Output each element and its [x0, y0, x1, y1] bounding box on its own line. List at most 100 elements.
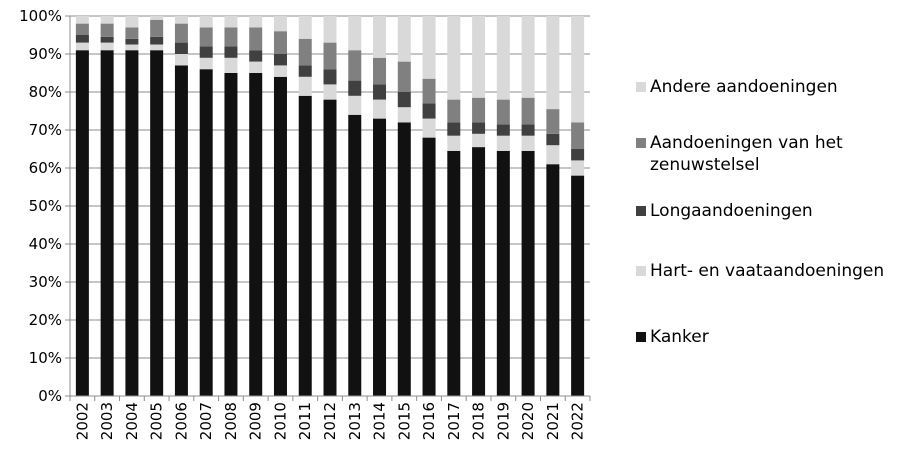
y-tick-labels: 0% 10% 20% 30% 40% 50% 60% 70% 80% 90% 100% [19, 7, 62, 405]
bar-segment-aandoeningen-van-het-zenuwstelsel-2022 [571, 122, 585, 149]
legend-label: Aandoeningen van het zenuwstelsel [650, 133, 843, 175]
bar-segment-longaandoeningen-2015 [397, 92, 411, 108]
bar-segment-andere-aandoeningen-2007 [199, 16, 213, 28]
bar-segment-andere-aandoeningen-2022 [571, 16, 585, 123]
bar-segment-andere-aandoeningen-2006 [174, 16, 188, 24]
x-tick-label: 2012 [321, 402, 339, 440]
bar-segment-longaandoeningen-2005 [150, 36, 164, 45]
bar-segment-aandoeningen-van-het-zenuwstelsel-2008 [224, 27, 238, 47]
bar-segment-aandoeningen-van-het-zenuwstelsel-2004 [125, 27, 139, 39]
bar-segment-hart-en-vaataandoeningen-2020 [521, 135, 535, 151]
x-tick-label: 2007 [197, 402, 215, 440]
bar-segment-hart-en-vaataandoeningen-2016 [422, 118, 436, 138]
bar-segment-hart-en-vaataandoeningen-2003 [100, 42, 114, 51]
bar-segment-hart-en-vaataandoeningen-2004 [125, 44, 139, 51]
bar-segment-andere-aandoeningen-2010 [273, 16, 287, 32]
bar-segment-longaandoeningen-2012 [323, 69, 337, 85]
bar-segment-hart-en-vaataandoeningen-2015 [397, 107, 411, 123]
bar-segment-longaandoeningen-2016 [422, 103, 436, 119]
x-tick-label: 2003 [98, 402, 116, 440]
bar-segment-hart-en-vaataandoeningen-2019 [496, 135, 510, 151]
y-tick-label: 30% [29, 273, 62, 291]
x-tick-label: 2015 [395, 402, 413, 440]
bars [75, 16, 585, 397]
legend-swatch-icon [636, 82, 646, 92]
bar-segment-longaandoeningen-2014 [373, 84, 387, 100]
x-tick-label: 2005 [148, 402, 166, 440]
x-tick-label: 2011 [296, 402, 314, 440]
legend-swatch-icon [636, 266, 646, 276]
axes [69, 16, 591, 401]
bar-segment-aandoeningen-van-het-zenuwstelsel-2016 [422, 78, 436, 104]
x-tick-label: 2006 [172, 402, 190, 440]
bar-segment-longaandoeningen-2008 [224, 46, 238, 58]
bar-segment-kanker-2004 [125, 50, 139, 396]
bar-segment-aandoeningen-van-het-zenuwstelsel-2010 [273, 31, 287, 54]
x-tick-label: 2014 [371, 402, 389, 440]
bar-segment-andere-aandoeningen-2013 [348, 16, 362, 51]
bar-segment-longaandoeningen-2018 [472, 122, 486, 134]
bar-segment-longaandoeningen-2013 [348, 80, 362, 96]
bar-segment-aandoeningen-van-het-zenuwstelsel-2005 [150, 19, 164, 37]
y-tick-label: 0% [38, 387, 62, 405]
bar-segment-kanker-2009 [249, 73, 263, 396]
bar-segment-longaandoeningen-2004 [125, 38, 139, 45]
legend-item: Hart- en vaataandoeningen [636, 260, 884, 282]
bar-segment-andere-aandoeningen-2014 [373, 16, 387, 58]
x-tick-label: 2016 [420, 402, 438, 440]
bar-segment-hart-en-vaataandoeningen-2005 [150, 44, 164, 51]
bar-segment-longaandoeningen-2011 [298, 65, 312, 77]
bar-segment-andere-aandoeningen-2004 [125, 16, 139, 28]
bar-segment-hart-en-vaataandoeningen-2007 [199, 57, 213, 70]
x-tick-label: 2018 [470, 402, 488, 440]
bar-segment-kanker-2021 [546, 164, 560, 396]
bar-segment-andere-aandoeningen-2021 [546, 16, 560, 110]
x-tick-label: 2020 [519, 402, 537, 440]
bar-segment-hart-en-vaataandoeningen-2017 [447, 135, 461, 151]
y-tick-label: 100% [19, 7, 62, 25]
legend-label: Kanker [650, 327, 709, 347]
bar-segment-aandoeningen-van-het-zenuwstelsel-2014 [373, 57, 387, 85]
bar-segment-aandoeningen-van-het-zenuwstelsel-2017 [447, 99, 461, 123]
bar-segment-hart-en-vaataandoeningen-2012 [323, 84, 337, 100]
bar-segment-aandoeningen-van-het-zenuwstelsel-2019 [496, 99, 510, 125]
legend-swatch-icon [636, 332, 646, 342]
x-tick-label: 2008 [222, 402, 240, 440]
bar-segment-kanker-2005 [150, 50, 164, 396]
bar-segment-kanker-2011 [298, 95, 312, 397]
x-tick-label: 2013 [346, 402, 364, 440]
bar-segment-aandoeningen-van-het-zenuwstelsel-2002 [75, 23, 89, 35]
bar-segment-longaandoeningen-2021 [546, 133, 560, 146]
bar-segment-hart-en-vaataandoeningen-2009 [249, 61, 263, 73]
bar-segment-andere-aandoeningen-2002 [75, 16, 89, 24]
bar-segment-hart-en-vaataandoeningen-2008 [224, 57, 238, 73]
legend-item: Aandoeningen van het zenuwstelsel [636, 132, 870, 176]
bar-segment-aandoeningen-van-het-zenuwstelsel-2009 [249, 27, 263, 51]
bar-segment-longaandoeningen-2022 [571, 149, 585, 161]
y-tick-label: 50% [29, 197, 62, 215]
bar-segment-kanker-2003 [100, 50, 114, 396]
bar-segment-longaandoeningen-2020 [521, 124, 535, 136]
bar-segment-aandoeningen-van-het-zenuwstelsel-2020 [521, 97, 535, 125]
x-tick-label: 2021 [544, 402, 562, 440]
bar-segment-aandoeningen-van-het-zenuwstelsel-2013 [348, 50, 362, 81]
x-tick-label: 2017 [445, 402, 463, 440]
bar-segment-hart-en-vaataandoeningen-2006 [174, 54, 188, 66]
bar-segment-hart-en-vaataandoeningen-2011 [298, 76, 312, 96]
bar-segment-andere-aandoeningen-2012 [323, 16, 337, 43]
legend-label: Andere aandoeningen [650, 77, 838, 97]
bar-segment-aandoeningen-van-het-zenuwstelsel-2018 [472, 97, 486, 123]
bar-segment-kanker-2018 [472, 147, 486, 396]
bar-segment-andere-aandoeningen-2009 [249, 16, 263, 28]
legend-label: Hart- en vaataandoeningen [650, 261, 885, 281]
bar-segment-andere-aandoeningen-2005 [150, 16, 164, 20]
bar-segment-aandoeningen-van-het-zenuwstelsel-2007 [199, 27, 213, 47]
bar-segment-kanker-2007 [199, 69, 213, 396]
bar-segment-andere-aandoeningen-2019 [496, 16, 510, 100]
bar-segment-aandoeningen-van-het-zenuwstelsel-2003 [100, 23, 114, 37]
legend-item: Kanker [636, 326, 709, 348]
bar-segment-hart-en-vaataandoeningen-2014 [373, 99, 387, 119]
bar-segment-kanker-2016 [422, 137, 436, 396]
y-tick-label: 70% [29, 121, 62, 139]
bar-segment-kanker-2022 [571, 175, 585, 396]
